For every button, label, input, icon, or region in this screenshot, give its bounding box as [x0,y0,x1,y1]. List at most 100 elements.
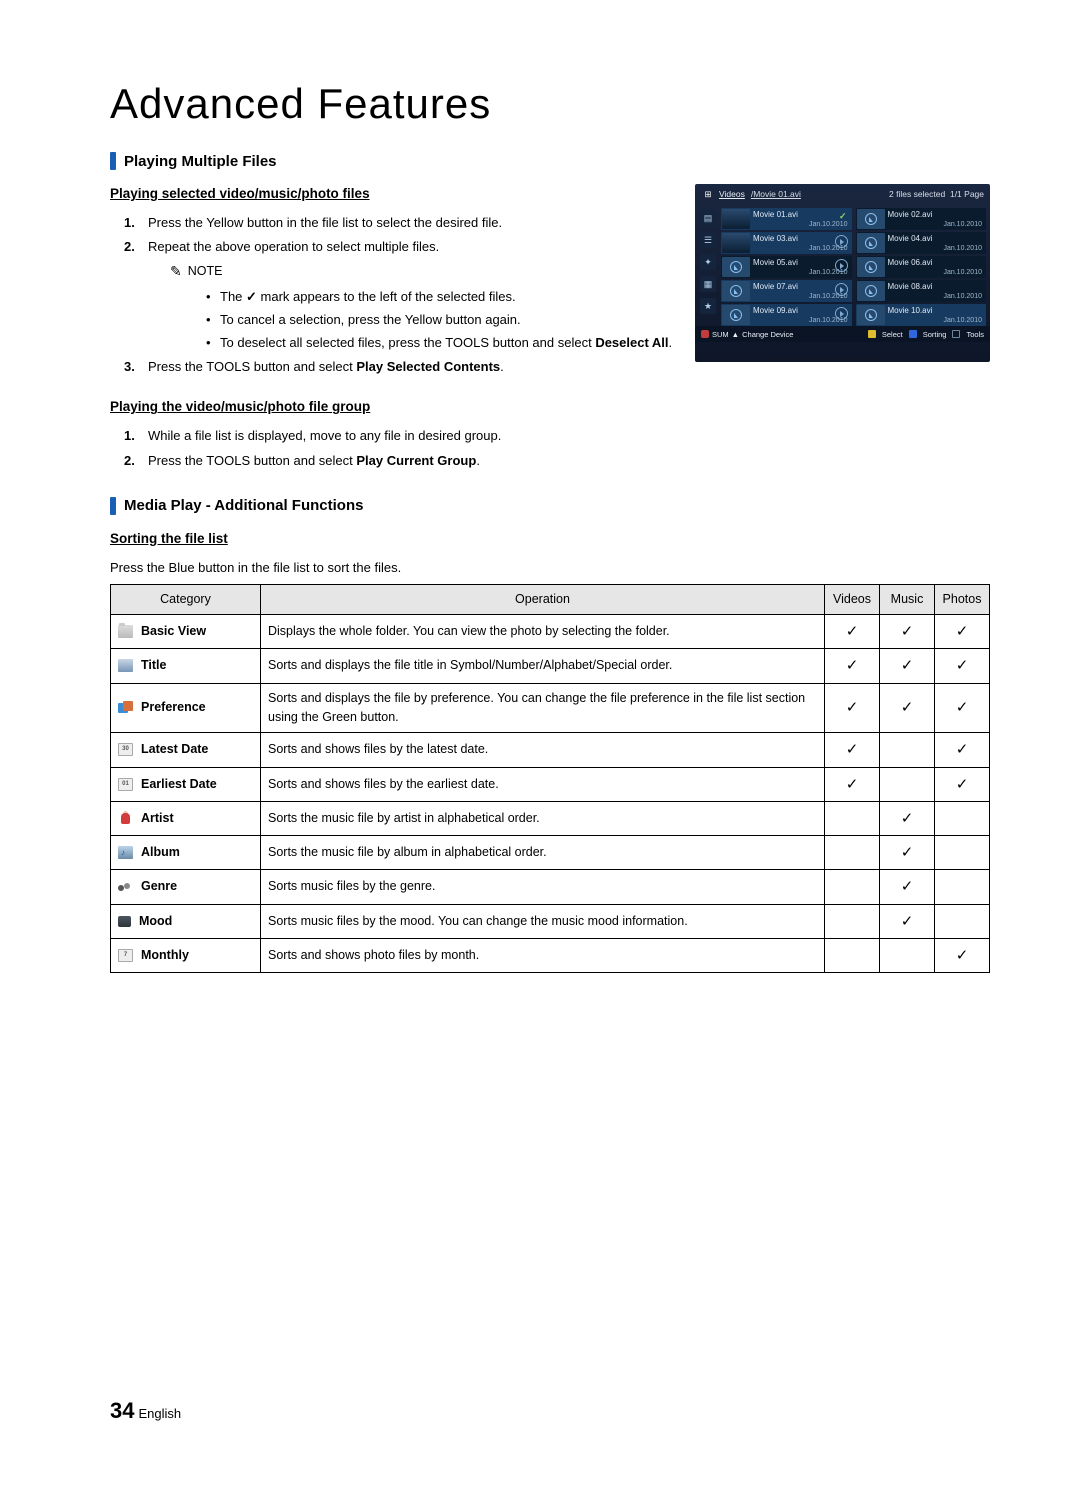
play-icon [835,307,848,320]
category-label: Preference [141,698,206,717]
file-tile[interactable]: Movie 02.aviJan.10.2010 [856,208,987,230]
operation-text: Sorts and displays the file title in Sym… [261,649,825,683]
yellow-key-icon [868,330,876,338]
preference-icon [118,701,133,714]
file-tile[interactable]: Movie 01.aviJan.10.2010✓ [721,208,852,230]
file-tile[interactable]: Movie 05.aviJan.10.2010 [721,256,852,278]
note-icon: ✎ [170,261,182,283]
th-photos: Photos [935,584,990,614]
table-row: ArtistSorts the music file by artist in … [111,801,990,835]
tile-name: Movie 08.avi [888,282,983,291]
play-icon [835,283,848,296]
category-label: Album [141,843,180,862]
browser-path: /Movie 01.avi [751,189,801,199]
step-2: 2.Repeat the above operation to select m… [124,237,675,353]
file-tile[interactable]: Movie 06.avi Jan.10.2010 [856,256,987,278]
check-cell [825,836,880,870]
category-label: Monthly [141,946,189,965]
check-cell: ✓ [935,733,990,767]
footer-select: Select [882,330,903,339]
note-bullet-2: To cancel a selection, press the Yellow … [206,310,675,330]
check-cell [825,870,880,904]
check-cell: ✓ [825,683,880,733]
category-label: Genre [141,877,177,896]
operation-text: Sorts and displays the file by preferenc… [261,683,825,733]
check-cell [935,870,990,904]
calendar-icon: 30 [118,743,133,756]
operation-text: Sorts music files by the mood. You can c… [261,904,825,938]
section-bar [110,152,116,170]
step-3: 3.Press the TOOLS button and select Play… [124,357,675,377]
check-cell: ✓ [880,683,935,733]
category-label: Latest Date [141,740,208,759]
note-label: NOTE [188,262,223,281]
file-tile[interactable]: Movie 08.avi Jan.10.2010 [856,280,987,302]
table-row: GenreSorts music files by the genre.✓ [111,870,990,904]
tile-date: Jan.10.2010 [943,317,982,324]
folder-icon [118,625,133,638]
file-tile[interactable]: Movie 10.avi Jan.10.2010 [856,304,987,326]
title-icon [118,659,133,672]
tile-date: Jan.10.2010 [943,269,982,276]
file-tile[interactable]: Movie 09.aviJan.10.2010 [721,304,852,326]
operation-text: Sorts and shows photo files by month. [261,938,825,972]
genre-icon [118,880,133,893]
subhead-selected-files: Playing selected video/music/photo files [110,184,675,205]
play-icon [835,259,848,272]
tile-name: Movie 07.avi [753,282,848,291]
play-icon [835,235,848,248]
tile-name: Movie 10.avi [888,306,983,315]
check-cell: ✓ [880,870,935,904]
mood-icon [118,916,131,927]
check-cell [935,801,990,835]
table-row: ♪AlbumSorts the music file by album in a… [111,836,990,870]
tools-key-icon [952,330,960,338]
step-1-text: Press the Yellow button in the file list… [148,215,502,230]
section-bar [110,497,116,515]
month-icon: 7 [118,949,133,962]
table-row: 01Earliest DateSorts and shows files by … [111,767,990,801]
operation-text: Displays the whole folder. You can view … [261,615,825,649]
tile-date: Jan.10.2010 [943,245,982,252]
footer-change-device: Change Device [742,330,793,339]
tile-name: Movie 06.avi [888,258,983,267]
table-row: Title Sorts and displays the file title i… [111,649,990,683]
tile-name: Movie 03.avi [753,234,848,243]
operation-text: Sorts and shows files by the latest date… [261,733,825,767]
footer-tools: Tools [966,330,984,339]
step-1: 1.Press the Yellow button in the file li… [124,213,675,233]
check-icon: ✓ [839,211,847,222]
table-row: Basic View Displays the whole folder. You… [111,615,990,649]
section-playing-multiple: Playing Multiple Files Playing selected … [110,152,990,475]
sorting-intro: Press the Blue button in the file list t… [110,558,990,578]
subhead-sorting: Sorting the file list [110,529,990,550]
check-cell [825,938,880,972]
files-selected: 2 files selected [889,189,945,199]
operation-text: Sorts the music file by artist in alphab… [261,801,825,835]
check-cell: ✓ [880,801,935,835]
check-cell [935,904,990,938]
category-label: Basic View [141,622,206,641]
sidebar-icon: ▦ [700,276,716,292]
footer-sum: SUM [712,330,729,339]
tile-name: Movie 05.avi [753,258,848,267]
table-row: 30 Latest Date Sorts and shows files by th… [111,733,990,767]
th-videos: Videos [825,584,880,614]
file-tile[interactable]: Movie 03.aviJan.10.2010 [721,232,852,254]
tile-date: Jan.10.2010 [943,293,982,300]
group-step-1: 1.While a file list is displayed, move t… [124,426,675,446]
category-label: Title [141,656,166,675]
section-title: Playing Multiple Files [124,153,277,170]
note-bullet-1: The ✓ mark appears to the left of the se… [206,287,675,307]
tile-name: Movie 04.avi [888,234,983,243]
check-cell: ✓ [825,733,880,767]
check-cell [880,938,935,972]
check-cell: ✓ [880,836,935,870]
check-cell: ✓ [880,649,935,683]
file-tile[interactable]: Movie 04.avi Jan.10.2010 [856,232,987,254]
tile-name: Movie 02.avi [888,210,983,219]
check-cell: ✓ [880,904,935,938]
sidebar-icon: ▤ [700,210,716,226]
page-title: Advanced Features [110,80,990,128]
file-tile[interactable]: Movie 07.aviJan.10.2010 [721,280,852,302]
